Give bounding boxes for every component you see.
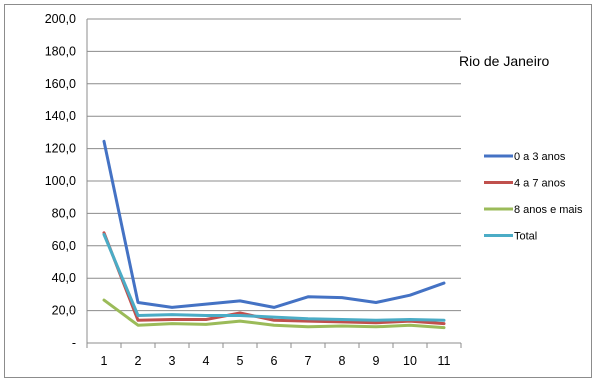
series-line <box>102 139 446 309</box>
legend-label: 8 anos e mais <box>514 204 583 216</box>
legend-label: 0 a 3 anos <box>514 151 566 163</box>
gridlines <box>86 18 462 348</box>
x-tick-label: 1 <box>101 354 108 368</box>
line-chart: -20,040,060,080,0100,0120,0140,0160,0180… <box>45 12 583 368</box>
y-tick-label: - <box>72 336 76 350</box>
x-tick-label: 7 <box>305 354 312 368</box>
y-tick-label: 140,0 <box>45 109 76 123</box>
legend: 0 a 3 anos 4 a 7 anos 8 anos e mais Total <box>484 151 583 243</box>
y-tick-label: 200,0 <box>45 12 76 26</box>
x-tick-label: 4 <box>203 354 210 368</box>
x-tick-label: 6 <box>271 354 278 368</box>
chart-annotation: Rio de Janeiro <box>459 53 549 69</box>
x-tick-labels: 1 2 3 4 5 6 7 8 9 10 11 <box>101 354 451 368</box>
y-tick-label: 20,0 <box>52 304 76 318</box>
y-tick-label: 160,0 <box>45 77 76 91</box>
x-tick-label: 11 <box>438 354 451 368</box>
x-tick-label: 10 <box>403 354 417 368</box>
x-tick-label: 9 <box>373 354 380 368</box>
y-tick-label: 180,0 <box>45 44 76 58</box>
x-tick-label: 8 <box>339 354 346 368</box>
y-tick-label: 40,0 <box>52 271 76 285</box>
y-tick-label: 120,0 <box>45 142 76 156</box>
x-tick-label: 2 <box>135 354 142 368</box>
y-tick-label: 80,0 <box>52 206 76 220</box>
y-tick-label: 100,0 <box>45 174 76 188</box>
y-tick-labels: - 20,0 40,0 60,0 80,0 100,0 120,0 140,0 160,0 180… <box>45 12 76 350</box>
chart-frame: -20,0 40,0 60,0 80,0 100,0 120,0 140,0 160,0 180… <box>4 4 592 378</box>
series-line <box>102 298 446 330</box>
y-tick-label: 60,0 <box>52 239 76 253</box>
legend-label: 4 a 7 anos <box>514 178 566 190</box>
series-line <box>102 233 446 322</box>
series-lines <box>102 139 446 330</box>
x-tick-label: 3 <box>169 354 176 368</box>
series-line <box>102 231 446 326</box>
x-tick-label: 5 <box>237 354 244 368</box>
legend-label: Total <box>514 231 537 243</box>
